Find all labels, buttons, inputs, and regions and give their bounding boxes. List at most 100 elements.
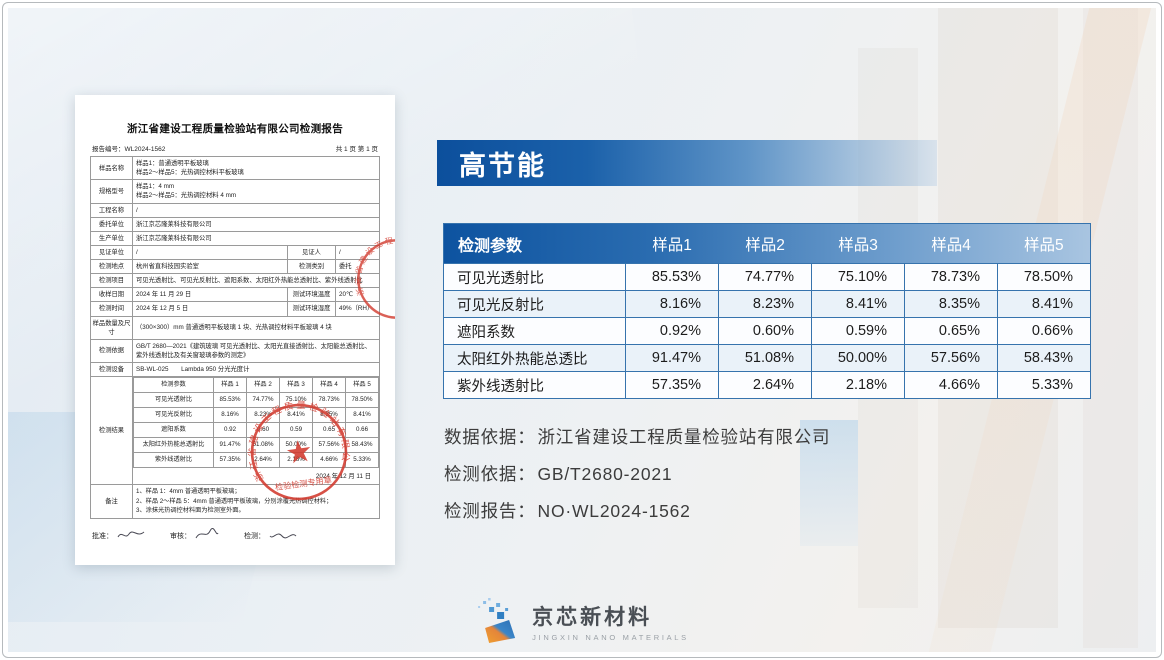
report-field-row: 检测地点 杭州省直科技园实验室 检测类别 委托 — [90, 258, 381, 275]
field-value: 样品1：4 mm 样品2～样品5：光热调控材料 4 mm — [132, 179, 380, 204]
cell-value: 0.66% — [997, 317, 1091, 345]
company-seal-stamp: 浙江省建设工程质量检验站有限公司 ★ 检验检测专用章 — [241, 394, 354, 501]
cell-value: 8.16% — [625, 290, 719, 318]
table-row: 紫外线透射比 57.35% 2.64% 2.18% 4.66% 5.33% — [443, 371, 1091, 399]
note-line: 3、涂抹光热调控材料面为检测室外面。 — [136, 507, 245, 515]
signature-test-label: 检测： — [244, 532, 265, 540]
field-label: 收样日期 — [90, 287, 133, 303]
field-label: 规格型号 — [90, 179, 133, 204]
report-date: 2024 年 12 月 11 日 — [315, 473, 371, 481]
field-value: 2024 年 11 月 29 日 — [132, 287, 288, 303]
report-page-info: 共 1 页 第 1 页 — [335, 146, 378, 153]
signature-approve: 批准： — [92, 528, 146, 541]
report-title: 浙江省建设工程质量检验站有限公司检测报告 — [127, 123, 343, 135]
field-label: 见证人 — [286, 244, 336, 261]
column-header: 样品5 — [1023, 236, 1064, 254]
reference-info: 数据依据： 浙江省建设工程质量检验站有限公司 检测依据： GB/T2680-2021 检… — [444, 424, 830, 535]
info-line: 数据依据： 浙江省建设工程质量检验站有限公司 — [444, 424, 830, 449]
row-label: 可见光反射比 — [133, 407, 214, 424]
stamp-bottom-text: 检验检测专用章 — [274, 474, 332, 492]
signature-approve-label: 批准： — [92, 532, 113, 540]
report-field-row: 见证单位 / 见证人 / — [90, 244, 381, 261]
cell-value: 58.43% — [997, 344, 1091, 372]
note-line: 1、样品 1：4mm 普通透明平板玻璃； — [136, 488, 241, 496]
field-label: 委托单位 — [90, 216, 133, 232]
header-row: 检测参数 样品1 样品2 样品3 样品4 样品5 — [443, 223, 1091, 264]
report-results-table: 检测参数 样品 1 样品 2 样品 3 样品 4 样品 5 可见光透射比 85.53% 74.7… — [133, 377, 379, 469]
report-field-row: 生产单位 浙江京芯隆莱科技有限公司 — [90, 230, 380, 246]
report-number: 报告编号：WL2024-1562 — [92, 146, 166, 153]
cell-value: 0.92 — [213, 422, 247, 439]
cell-value: 85.53% — [213, 392, 247, 409]
cell-value: 4.66% — [904, 371, 998, 399]
signature-line: 批准： 审核： 检测： — [90, 527, 380, 541]
field-label: 生产单位 — [90, 230, 133, 246]
cell-value: 74.77% — [718, 263, 812, 291]
row-label: 太阳红外热能总透射比 — [133, 437, 214, 454]
column-header: 样品 1 — [213, 377, 247, 394]
field-label: 样品名称 — [90, 155, 133, 181]
column-header: 样品 4 — [312, 377, 346, 394]
row-label: 可见光透射比 — [443, 263, 626, 291]
cell-value: 0.60% — [718, 317, 812, 345]
cell-value: 0.66 — [345, 422, 379, 439]
field-value: 2024 年 12 月 5 日 — [132, 301, 288, 317]
field-label: 检测依据 — [90, 338, 133, 364]
field-value: GB/T 2680—2021《建筑玻璃 可见光透射比、太阳光直接透射比、太阳能总… — [132, 338, 380, 364]
cell-value: 50.00% — [811, 344, 905, 372]
signature-test: 检测： — [244, 528, 298, 541]
report-field-row: 工程名称 / — [90, 202, 380, 218]
notes-cell: 1、样品 1：4mm 普通透明平板玻璃； 2、样品 2～样品 5：4mm 普通透明… — [132, 484, 380, 519]
cell-value: 8.35% — [904, 290, 998, 318]
info-line: 检测依据： GB/T2680-2021 — [444, 461, 830, 486]
signature-review: 审核： — [170, 527, 220, 541]
cell-value: 4.66% — [312, 452, 346, 469]
info-value: GB/T2680-2021 — [537, 464, 673, 484]
signature-scribble-icon — [195, 527, 219, 539]
row-label: 可见光反射比 — [443, 290, 626, 318]
info-label: 检测报告： — [444, 501, 536, 521]
cell-value: 85.53% — [625, 263, 719, 291]
table-row: 太阳红外热能总透比 91.47% 51.08% 50.00% 57.56% 58.43% — [443, 344, 1091, 372]
row-label: 可见光透射比 — [133, 392, 214, 409]
report-field-row: 样品名称 样品1：普通透明平板玻璃 样品2～样品5：光热调控材料平板玻璃 — [90, 155, 380, 181]
field-value: / — [132, 244, 288, 261]
info-label: 数据依据： — [444, 427, 536, 447]
background-building — [1083, 8, 1138, 648]
info-line: 检测报告： NO·WL2024-1562 — [444, 498, 830, 523]
column-header: 检测参数 — [458, 237, 523, 255]
row-label: 紫外线透射比 — [443, 371, 626, 399]
field-value: 可见光透射比、可见光反射比、遮阳系数、太阳红外热能总透射比、紫外线透射比 — [132, 273, 380, 289]
report-field-row: 检测时间 2024 年 12 月 5 日测试环境湿度 49%（RH） — [90, 301, 381, 317]
row-label: 遮阳系数 — [443, 317, 626, 345]
table-row: 遮阳系数 0.92% 0.60% 0.59% 0.65% 0.66% — [443, 317, 1091, 345]
cell-value: 78.50% — [345, 392, 379, 409]
row-label: 太阳红外热能总透比 — [443, 344, 626, 372]
column-header: 检测参数 — [133, 377, 214, 394]
info-value: 浙江省建设工程质量检验站有限公司 — [537, 427, 831, 447]
header-row: 检测参数 样品 1 样品 2 样品 3 样品 4 样品 5 — [133, 377, 379, 394]
field-label: 检测项目 — [90, 273, 133, 289]
report-field-row: 规格型号 样品1：4 mm 样品2～样品5：光热调控材料 4 mm — [90, 179, 380, 204]
signature-scribble-icon — [269, 533, 297, 539]
info-value: NO·WL2024-1562 — [537, 501, 691, 521]
table-row: 可见光透射比 85.53% 74.77% 75.10% 78.73% 78.50% — [443, 263, 1091, 291]
cell-value: 5.33% — [345, 452, 379, 469]
field-value: （300×300）mm 普通透明平板玻璃 1 块、光热调控材料平板玻璃 4 块 — [132, 315, 380, 340]
report-field-row: 样品数量及尺寸 （300×300）mm 普通透明平板玻璃 1 块、光热调控材料平板… — [90, 315, 380, 340]
report-subline: 报告编号：WL2024-1562 共 1 页 第 1 页 — [92, 143, 378, 153]
field-value: 样品1：普通透明平板玻璃 样品2～样品5：光热调控材料平板玻璃 — [132, 155, 380, 181]
edge-seal-stamp: 浙江省建设工程质量检验站有限公司 — [355, 237, 395, 319]
field-label: 检测结果 — [90, 376, 133, 486]
cell-value: 8.41% — [811, 290, 905, 318]
section-title: 高节能 — [459, 150, 546, 181]
section-banner: 高节能 — [437, 140, 937, 186]
report-field-row: 检测设备 SB-WL-025 Lambda 950 分光光度计 — [90, 361, 380, 378]
field-label: 测试环境湿度 — [286, 301, 336, 317]
logo-name: 京芯新材料 — [532, 605, 653, 629]
field-value: / — [132, 202, 380, 218]
column-header: 样品 3 — [279, 377, 313, 394]
row-label: 遮阳系数 — [133, 422, 214, 439]
note-line: 2、样品 2～样品 5：4mm 普通透明平板玻璃，分别涂覆光热调控材料； — [136, 497, 333, 505]
star-icon: ★ — [283, 433, 315, 470]
